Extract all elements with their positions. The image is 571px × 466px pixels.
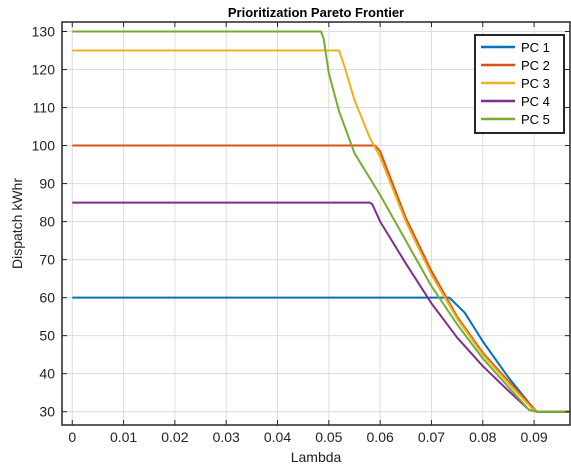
x-axis-label: Lambda	[291, 449, 342, 465]
y-tick-label: 40	[39, 366, 55, 382]
y-axis-label: Dispatch kWhr	[9, 178, 25, 269]
y-tick-label: 120	[32, 62, 56, 78]
y-tick-label: 80	[39, 214, 55, 230]
series-line-pc-3	[72, 49, 570, 413]
x-tick-label: 0.02	[161, 429, 188, 445]
legend-label: PC 2	[521, 58, 550, 73]
x-tick-label: 0	[68, 429, 76, 445]
x-tick-label: 0.04	[264, 429, 291, 445]
x-tick-label: 0.09	[520, 429, 547, 445]
legend-label: PC 5	[521, 112, 550, 127]
legend-label: PC 3	[521, 76, 550, 91]
x-tick-label: 0.05	[315, 429, 342, 445]
x-tick-label: 0.08	[469, 429, 496, 445]
x-tick-label: 0.06	[367, 429, 394, 445]
chart-title: Prioritization Pareto Frontier	[228, 5, 404, 20]
y-tick-label: 90	[39, 176, 55, 192]
series-lines	[72, 30, 570, 413]
y-tick-label: 100	[32, 138, 56, 154]
plot-frame	[61, 21, 571, 426]
legend: PC 1 PC 2 PC 3 PC 4 PC 5	[474, 34, 565, 134]
y-tick-label: 30	[39, 404, 55, 420]
x-tick-label: 0.07	[418, 429, 445, 445]
y-tick-label: 60	[39, 290, 55, 306]
x-tick-label: 0.03	[213, 429, 240, 445]
axis-ticks: 0 0.01 0.02 0.03 0.04 0.05 0.06 0.07 0.08 0.09 30 4…	[32, 22, 570, 445]
y-tick-label: 50	[39, 328, 55, 344]
y-tick-label: 70	[39, 252, 55, 268]
series-line-pc-5	[72, 30, 570, 413]
x-tick-label: 0.01	[110, 429, 137, 445]
legend-label: PC 4	[521, 94, 550, 109]
y-tick-label: 130	[32, 24, 56, 40]
y-tick-label: 110	[33, 100, 56, 116]
legend-label: PC 1	[521, 40, 550, 55]
